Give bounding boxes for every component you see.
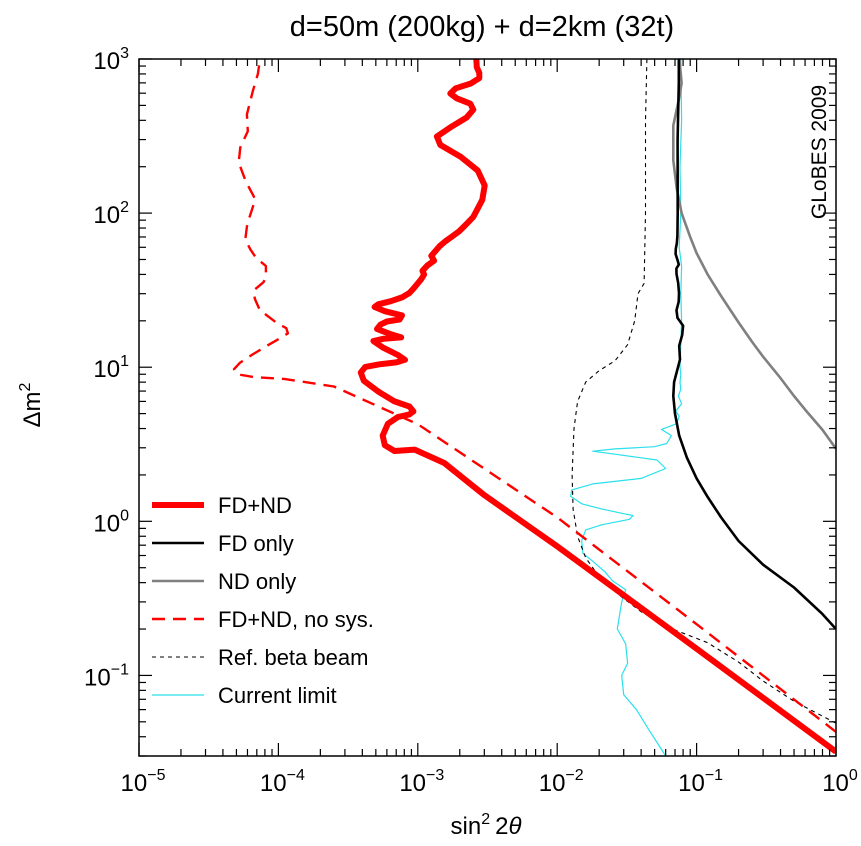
legend-label: FD only <box>218 531 294 556</box>
y-axis-label: Δm2 <box>17 382 46 427</box>
series-line-fd-nd-no-sys <box>232 59 836 733</box>
y-tick-label: 102 <box>93 199 129 229</box>
y-tick-label: 103 <box>93 45 129 75</box>
legend-item-ref-beta-beam: Ref. beta beam <box>152 645 368 670</box>
series-line-fd-only <box>672 59 836 630</box>
legend: FD+ND FD only ND only FD+ND, no sys. Ref. be… <box>152 493 374 708</box>
legend-item-fd-nd: FD+ND <box>152 493 292 518</box>
legend-item-current-limit: Current limit <box>152 683 337 708</box>
ticks-layer: 10−5 10−4 10−3 10−2 10−1 100 10−1 100 101 102 103 <box>84 45 858 797</box>
x-tick-label: 10−1 <box>678 767 723 797</box>
legend-label: Current limit <box>218 683 337 708</box>
legend-label: FD+ND <box>218 493 292 518</box>
legend-item-fd-nd-no-sys: FD+ND, no sys. <box>152 607 374 632</box>
x-tick-label: 10−4 <box>260 767 305 797</box>
x-tick-label: 10−3 <box>399 767 444 797</box>
legend-label: FD+ND, no sys. <box>218 607 374 632</box>
x-axis-label: sin2 2θ <box>451 811 522 840</box>
x-tick-label: 100 <box>822 767 858 797</box>
series-line-current-limit <box>570 59 683 756</box>
chart-title: d=50m (200kg) + d=2km (32t) <box>290 11 674 43</box>
y-tick-label: 100 <box>93 507 129 537</box>
series-line-fd-nd <box>357 59 836 755</box>
watermark: GLoBES 2009 <box>808 85 831 219</box>
x-tick-label: 10−5 <box>121 767 166 797</box>
legend-item-nd-only: ND only <box>152 569 296 594</box>
y-tick-label: 101 <box>93 353 129 383</box>
plot-frame <box>138 58 837 757</box>
y-tick-label: 10−1 <box>84 661 129 691</box>
series-line-ref-beta-beam <box>571 59 836 724</box>
legend-label: ND only <box>218 569 296 594</box>
x-tick-label: 10−2 <box>539 767 584 797</box>
legend-item-fd-only: FD only <box>152 531 294 556</box>
series-layer <box>232 59 836 756</box>
legend-label: Ref. beta beam <box>218 645 368 670</box>
